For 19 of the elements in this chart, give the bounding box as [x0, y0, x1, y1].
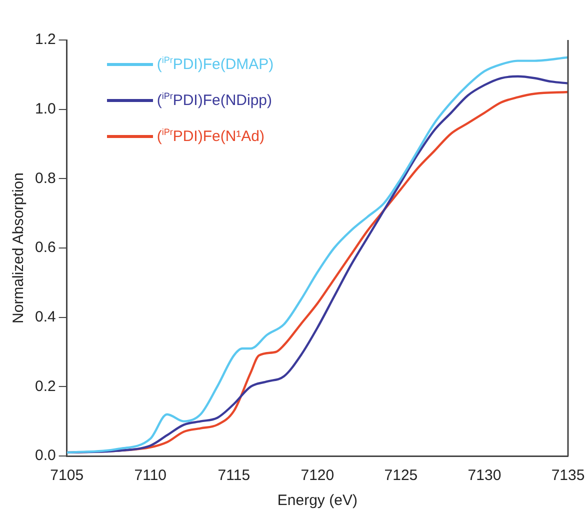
x-tick-label: 7125	[384, 467, 418, 484]
legend-label: ($^{iPr}$PDI)Fe(N¹Ad)	[156, 127, 265, 145]
legend-label: ($^{iPr}$PDI)Fe(NDipp)	[156, 91, 272, 109]
y-tick-label: 1.2	[34, 31, 56, 48]
x-tick-label: 7130	[468, 467, 502, 484]
x-axis-title: Energy (eV)	[277, 492, 358, 510]
legend-label: ($^{iPr}$PDI)Fe(DMAP)	[156, 55, 274, 73]
x-tick-label: 7105	[50, 467, 84, 484]
y-axis-title: Normalized Absorption	[10, 172, 28, 324]
y-tick-label: 1.0	[34, 100, 56, 118]
y-tick-label: 0.4	[34, 308, 56, 326]
y-tick-label: 0.8	[34, 170, 56, 187]
x-tick-label: 7135	[551, 467, 585, 484]
y-tick-label: 0.2	[34, 378, 56, 395]
y-tick-label: 0.0	[34, 447, 56, 464]
x-tick-label: 7120	[300, 467, 334, 484]
y-tick-label: 0.6	[34, 239, 56, 256]
x-tick-label: 7115	[218, 467, 250, 484]
x-tick-label: 7110	[134, 467, 167, 484]
